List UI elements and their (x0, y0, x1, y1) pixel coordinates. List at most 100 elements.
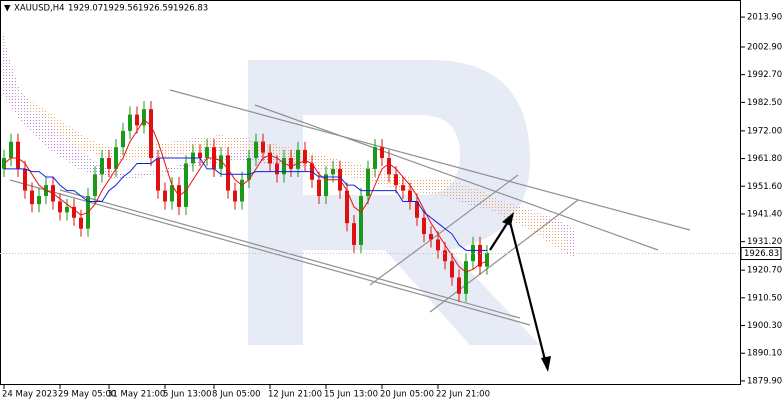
candle-body (408, 190, 412, 202)
x-tick-label: 8 Jun 05:00 (212, 390, 261, 400)
candle-body (317, 179, 321, 197)
candle-body (254, 141, 258, 159)
trend-lines (9, 89, 691, 326)
x-tick-label: 12 Jun 21:00 (268, 390, 322, 400)
candle-body (170, 185, 174, 202)
indicator-line (3, 119, 488, 273)
indicator-line (4, 157, 487, 251)
candle-body (415, 201, 419, 218)
candle-body (401, 185, 405, 191)
x-tick-label: 29 May 05:00 (58, 390, 116, 400)
x-tick-label: 20 Jun 05:00 (380, 390, 434, 400)
plot-frame (0, 0, 741, 385)
x-tick-label: 15 Jun 13:00 (324, 390, 378, 400)
candle-body (9, 141, 13, 159)
x-tick-label: 24 May 2023 (2, 390, 57, 400)
candle-body (485, 253, 489, 267)
candle-body (121, 130, 125, 148)
candle-body (268, 152, 272, 164)
candle-body (352, 223, 356, 245)
candle-body (464, 261, 468, 294)
candle-body (107, 158, 111, 169)
ohlc: 1929.56 (103, 4, 138, 14)
y-tick-label: 1961.80 (747, 154, 782, 164)
candle-body (331, 168, 335, 175)
candle-body (79, 217, 83, 229)
candle-body (443, 250, 447, 262)
candle-body (65, 206, 69, 213)
y-tick-label: 2002.90 (747, 42, 782, 52)
watermark (248, 60, 540, 345)
candle-body (275, 163, 279, 175)
candle-body (436, 239, 440, 251)
y-tick-label: 1951.60 (747, 182, 782, 192)
candle-body (135, 114, 139, 126)
candle-body (100, 158, 104, 175)
x-tick-label: 22 Jun 21:00 (436, 390, 490, 400)
candle-body (142, 109, 146, 126)
candle-body (149, 109, 153, 159)
ohlc: 1929.07 (68, 4, 103, 14)
candle-body (450, 261, 454, 278)
candle-body (359, 196, 363, 245)
candle-body (429, 234, 433, 240)
candle-body (198, 152, 202, 159)
y-tick-label: 1879.90 (747, 376, 782, 386)
y-tick-label: 1931.20 (747, 237, 782, 247)
y-tick-label: 1920.70 (747, 266, 782, 276)
y-tick-label: 1941.40 (747, 209, 782, 219)
candle-body (163, 190, 167, 202)
candle-body (233, 190, 237, 202)
candle-body (422, 217, 426, 235)
candle-body (219, 155, 223, 169)
ohlc: 1926.59 (138, 4, 173, 14)
candle-body (373, 147, 377, 169)
candle-body (471, 244, 475, 262)
candle-body (387, 158, 391, 175)
candle-body (366, 168, 370, 197)
candle-body (37, 196, 41, 205)
candle-body (93, 174, 97, 197)
y-tick-label: 1890.10 (747, 349, 782, 359)
x-tick-label: 31 May 21:00 (107, 390, 165, 400)
candle-body (72, 206, 76, 218)
candle-body (296, 149, 300, 169)
candle-body (394, 174, 398, 186)
candle-body (58, 201, 62, 213)
ohlc: 1926.83 (173, 4, 208, 14)
candle-body (240, 179, 244, 202)
candle-body (247, 158, 251, 180)
forecast-arrows (489, 212, 551, 372)
candle-body (114, 147, 118, 169)
y-tick-label: 2013.90 (747, 13, 782, 23)
candle-body (303, 149, 307, 164)
candle-body (289, 158, 293, 169)
candle-body (128, 114, 132, 131)
candle-body (478, 244, 482, 267)
candle-body (457, 277, 461, 294)
last-price-label: 1926.83 (744, 249, 779, 259)
candle-body (345, 190, 349, 224)
y-tick-label: 1910.50 (747, 293, 782, 303)
x-tick-label: 5 Jun 13:00 (163, 390, 212, 400)
last-price-box (740, 247, 782, 261)
y-tick-label: 1982.50 (747, 98, 782, 108)
candle-body (184, 163, 188, 207)
candle-body (30, 190, 34, 205)
y-tick-label: 1992.70 (747, 70, 782, 80)
candle-body (16, 141, 20, 169)
y-tick-label: 1900.30 (747, 321, 782, 331)
candle-body (324, 174, 328, 197)
candle-body (226, 155, 230, 191)
candle-body (261, 141, 265, 153)
y-tick-label: 1972.00 (747, 126, 782, 136)
candle-body (205, 147, 209, 159)
candle-body (23, 168, 27, 191)
candle-body (2, 158, 6, 169)
candle-body (380, 147, 384, 159)
candle-body (282, 158, 286, 175)
symbol: XAUUSD,H4 (14, 4, 65, 14)
candle-body (156, 158, 160, 191)
header-arrow: ▼ (4, 4, 11, 14)
